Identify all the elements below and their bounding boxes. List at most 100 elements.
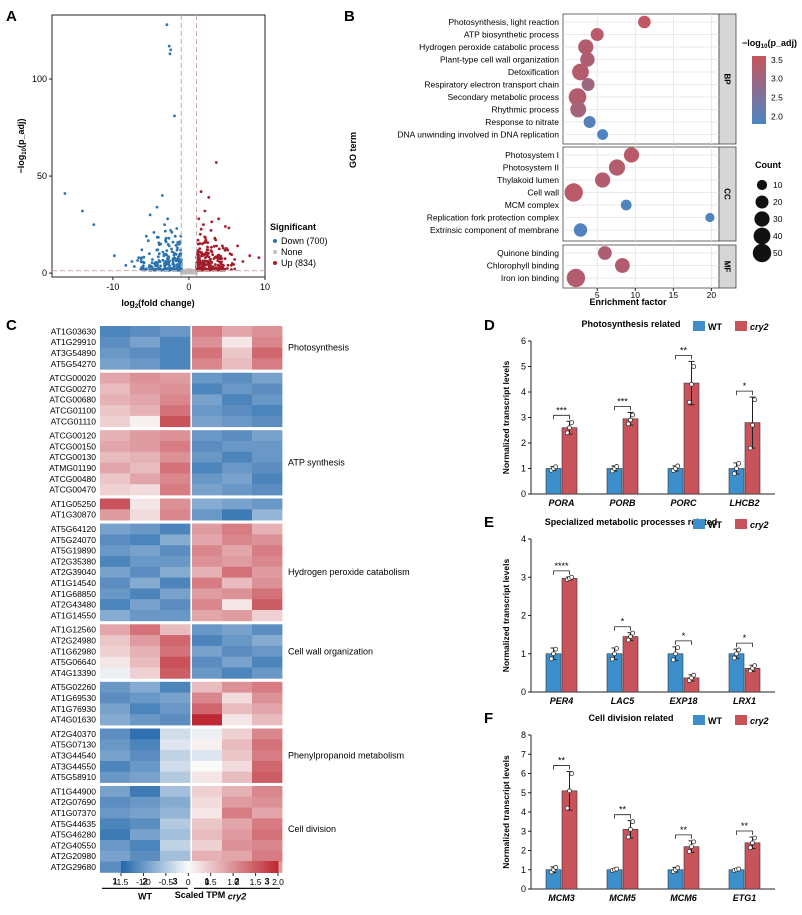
heatmap-cell <box>222 645 253 658</box>
heatmap-cell <box>192 473 223 485</box>
heatmap-cell <box>252 656 283 668</box>
heatmap-cell <box>100 599 131 611</box>
bar-legend-label-wt: WT <box>708 716 722 726</box>
volcano-point <box>167 256 170 259</box>
heatmap-gene-label: AT1G12560 <box>51 625 96 635</box>
bar-significance-bracket <box>736 642 753 648</box>
heatmap-cell <box>192 577 223 589</box>
heatmap-cell <box>160 796 191 808</box>
go-term-label: Thylakoid lumen <box>497 175 559 185</box>
heatmap-scale-segment <box>209 861 214 873</box>
heatmap-scale-tick-label: -1.0 <box>136 877 151 887</box>
go-colorbar-tick-label: 2.5 <box>771 93 783 103</box>
heatmap-cell <box>100 383 131 395</box>
volcano-point <box>167 44 171 48</box>
heatmap-cell <box>160 394 191 406</box>
volcano-point-up <box>200 264 204 268</box>
heatmap-cell <box>160 760 191 773</box>
bar-y-tick-label: 2 <box>521 438 526 448</box>
heatmap-cell <box>252 498 283 510</box>
bar-significance-bracket <box>675 355 692 360</box>
heatmap-cell <box>252 667 283 679</box>
volcano-point-up <box>223 257 227 260</box>
heatmap-cell <box>252 714 283 726</box>
heatmap-cell <box>222 405 253 417</box>
bar-replicate-point <box>614 866 620 872</box>
heatmap-cell <box>130 347 161 359</box>
heatmap-cell <box>160 818 191 830</box>
heatmap-scale-segment <box>217 861 221 873</box>
heatmap-cell <box>252 462 283 474</box>
volcano-point-down <box>161 258 165 262</box>
bar-significance-bracket <box>736 830 753 836</box>
bar-wt <box>606 869 623 890</box>
go-size-legend-label: 40 <box>773 231 783 241</box>
go-bubble <box>583 116 596 128</box>
bar-replicate-point <box>750 840 755 846</box>
heatmap-gene-label: ATCG00680 <box>49 395 96 405</box>
go-size-legend-title: Count <box>755 160 781 170</box>
heatmap-cell <box>100 326 131 338</box>
heatmap-cell <box>100 786 131 798</box>
heatmap-cell <box>130 441 161 453</box>
heatmap-scale-segment <box>243 861 248 873</box>
volcano-x-tick-label: 10 <box>260 282 270 292</box>
volcano-point-down <box>157 235 160 239</box>
heatmap-group-label: Hydrogen peroxide catabolism <box>288 567 410 577</box>
heatmap-cell <box>252 441 283 453</box>
heatmap-cell <box>160 610 191 622</box>
heatmap-cell <box>192 656 223 668</box>
heatmap-scale-segment <box>199 861 203 873</box>
heatmap-cell <box>252 771 283 783</box>
go-bubble <box>620 199 632 211</box>
panel-letter-f: F <box>484 710 493 727</box>
heatmap-gene-label: AT1G05250 <box>51 499 96 509</box>
bar-replicate-point <box>553 646 559 652</box>
heatmap-gene-label: ATCG00130 <box>49 452 96 462</box>
heatmap-cell <box>222 796 253 808</box>
go-size-legend-label: 10 <box>773 180 783 190</box>
heatmap-cell <box>192 394 223 406</box>
volcano-point <box>63 192 67 195</box>
heatmap-cell <box>222 523 253 535</box>
heatmap-cell <box>252 599 283 611</box>
go-term-label: Iron ion binding <box>501 273 559 283</box>
bar-replicate-point <box>614 645 620 651</box>
volcano-point <box>81 209 84 213</box>
bar-replicate-point <box>564 430 570 436</box>
bar-legend-swatch-cry2 <box>735 519 747 529</box>
bar-replicate-point <box>736 647 742 653</box>
heatmap-scale-segment <box>157 861 161 873</box>
heatmap-cell <box>222 534 253 546</box>
volcano-point-none <box>190 271 193 275</box>
heatmap-gene-label: AT1G03630 <box>51 326 96 336</box>
go-term-label: MCM complex <box>505 200 560 210</box>
heatmap-gene-label: AT4G13390 <box>51 668 96 678</box>
volcano-point <box>228 252 232 256</box>
panel-letter-b: B <box>344 8 355 25</box>
bar-category-label: MCM6 <box>670 893 697 903</box>
go-group-strip <box>718 146 737 242</box>
heatmap-cell <box>100 588 131 600</box>
heatmap-scale-segment <box>189 861 193 873</box>
bar-replicate-point <box>691 364 697 369</box>
heatmap-cell <box>160 807 191 819</box>
heatmap-cell <box>222 703 253 715</box>
heatmap-cell <box>100 624 131 636</box>
volcano-point-down <box>175 243 179 247</box>
heatmap-cell <box>252 326 283 338</box>
heatmap-cell <box>130 714 161 726</box>
heatmap-cell <box>100 703 131 715</box>
heatmap-cell <box>222 577 253 589</box>
volcano-point-down <box>146 239 150 243</box>
volcano-point-up <box>226 263 230 267</box>
volcano-point-up <box>207 255 211 259</box>
heatmap-scale-segment <box>139 861 143 873</box>
heatmap-cell <box>252 430 283 442</box>
heatmap-cell <box>100 484 131 496</box>
go-term-label: Quinone binding <box>497 248 559 258</box>
heatmap-scale-tick-label: 2.0 <box>272 877 284 887</box>
heatmap-cell <box>222 588 253 600</box>
heatmap-cell <box>252 347 283 359</box>
heatmap-cell <box>100 566 131 578</box>
